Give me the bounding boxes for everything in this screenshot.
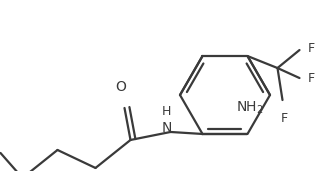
Text: H: H — [162, 105, 171, 118]
Text: NH$_2$: NH$_2$ — [236, 100, 263, 116]
Text: F: F — [308, 42, 315, 55]
Text: F: F — [308, 71, 315, 84]
Text: N: N — [161, 121, 172, 135]
Text: O: O — [115, 80, 126, 94]
Text: F: F — [281, 112, 288, 125]
